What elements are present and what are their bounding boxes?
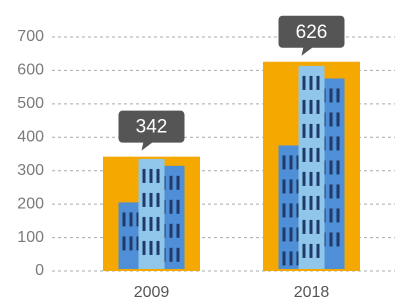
window (317, 76, 320, 90)
window (310, 124, 313, 138)
window (170, 224, 173, 238)
y-tick-label: 200 (17, 195, 44, 212)
window (317, 100, 320, 114)
window (150, 193, 153, 207)
window (310, 76, 313, 90)
window (130, 236, 133, 250)
y-tick-label: 0 (35, 262, 44, 279)
window (123, 212, 126, 226)
y-tick-label: 700 (17, 28, 44, 45)
window (310, 244, 313, 258)
window (303, 124, 306, 138)
window (290, 227, 293, 241)
window (303, 196, 306, 210)
window (150, 241, 153, 255)
window (303, 244, 306, 258)
window (303, 172, 306, 186)
window (177, 224, 180, 238)
window (170, 200, 173, 214)
window (290, 251, 293, 265)
window (317, 244, 320, 258)
data-label: 626 (296, 22, 328, 43)
window (177, 200, 180, 214)
window (337, 232, 340, 246)
window (303, 76, 306, 90)
window (283, 251, 286, 265)
window (330, 136, 333, 150)
window (330, 208, 333, 222)
window (150, 217, 153, 231)
window (290, 179, 293, 193)
window (330, 88, 333, 102)
window (283, 179, 286, 193)
window (290, 203, 293, 217)
label-tail (302, 47, 314, 56)
y-tick-label: 300 (17, 162, 44, 179)
window (317, 148, 320, 162)
x-tick-label: 2018 (294, 284, 330, 301)
window (317, 124, 320, 138)
window (283, 155, 286, 169)
window (310, 148, 313, 162)
window (170, 176, 173, 190)
window (157, 217, 160, 231)
building (299, 66, 325, 269)
label-tail (142, 142, 154, 151)
window (317, 172, 320, 186)
window (130, 212, 133, 226)
window (310, 100, 313, 114)
y-tick-label: 400 (17, 129, 44, 146)
window (337, 184, 340, 198)
window (150, 169, 153, 183)
window (123, 236, 126, 250)
window (143, 169, 146, 183)
y-tick-label: 600 (17, 62, 44, 79)
window (303, 100, 306, 114)
window (283, 203, 286, 217)
window (310, 220, 313, 234)
window (303, 220, 306, 234)
window (143, 193, 146, 207)
window (143, 217, 146, 231)
chart: 0 100 200 300 400 500 600 700 2009 342 2018 626 (0, 0, 399, 303)
window (330, 184, 333, 198)
data-label: 342 (136, 117, 168, 138)
x-tick-label: 2009 (134, 284, 170, 301)
window (170, 248, 173, 262)
window (177, 248, 180, 262)
window (303, 148, 306, 162)
window (337, 160, 340, 174)
window (157, 193, 160, 207)
window (157, 169, 160, 183)
y-tick-label: 500 (17, 95, 44, 112)
window (337, 136, 340, 150)
window (283, 227, 286, 241)
window (310, 196, 313, 210)
window (143, 241, 146, 255)
window (310, 172, 313, 186)
window (330, 112, 333, 126)
y-tick-label: 100 (17, 229, 44, 246)
window (177, 176, 180, 190)
window (337, 208, 340, 222)
window (337, 112, 340, 126)
window (317, 220, 320, 234)
window (317, 196, 320, 210)
window (330, 160, 333, 174)
window (330, 232, 333, 246)
window (157, 241, 160, 255)
window (337, 88, 340, 102)
window (290, 155, 293, 169)
